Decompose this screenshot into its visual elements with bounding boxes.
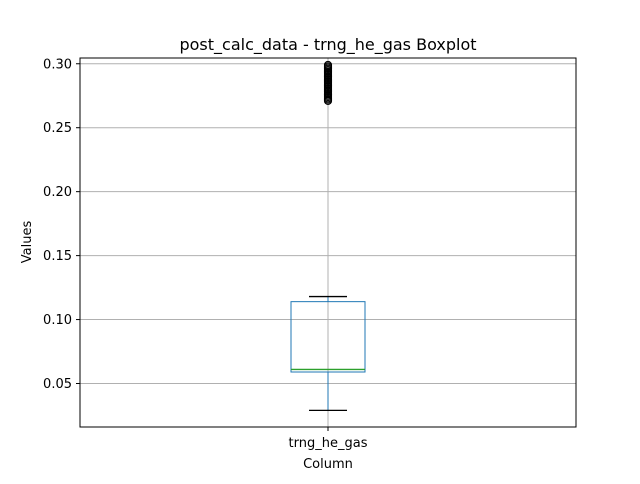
y-tick-label: 0.10 bbox=[43, 313, 72, 328]
iqr-box bbox=[290, 301, 366, 373]
chart-title: post_calc_data - trng_he_gas Boxplot bbox=[179, 35, 476, 55]
x-axis-label: Column bbox=[303, 457, 353, 472]
y-tick-label: 0.20 bbox=[43, 185, 72, 200]
x-tick-label: trng_he_gas bbox=[289, 436, 368, 451]
y-tick-label: 0.25 bbox=[43, 121, 72, 136]
y-axis-label: Values bbox=[20, 221, 35, 264]
y-tick-label: 0.30 bbox=[43, 57, 72, 72]
y-tick-label: 0.05 bbox=[43, 377, 72, 392]
y-tick-label: 0.15 bbox=[43, 249, 72, 264]
tick-layer: 0.05 0.10 0.15 0.20 0.25 0.30 trng_he_gas bbox=[43, 57, 368, 451]
box-layer bbox=[290, 60, 366, 412]
outlier-point bbox=[323, 60, 333, 70]
